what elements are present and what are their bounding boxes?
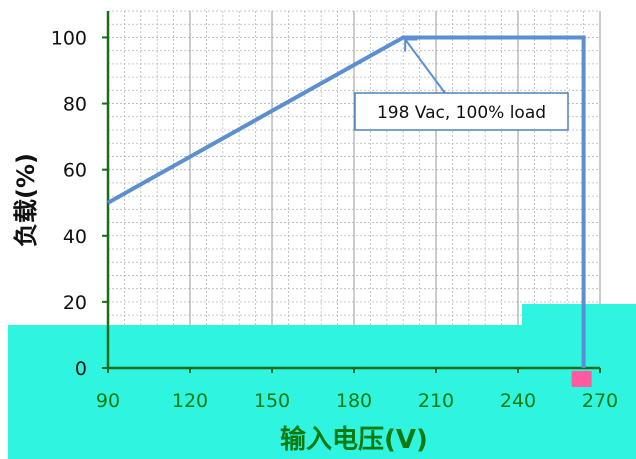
x-tick-label: 210 bbox=[418, 390, 454, 412]
y-axis-label: 负载(%) bbox=[12, 153, 40, 247]
y-tick-label: 20 bbox=[63, 292, 87, 314]
y-tick-label: 100 bbox=[51, 27, 87, 49]
axes bbox=[102, 11, 601, 373]
y-tick-label: 60 bbox=[63, 160, 87, 182]
annotation-arrow bbox=[404, 38, 446, 94]
x-tick-label: 180 bbox=[336, 390, 372, 412]
x-tick-label: 240 bbox=[500, 390, 536, 412]
tick-labels: 0 20 40 60 80 100 90 120 150 180 210 240 270 bbox=[51, 27, 618, 412]
series-line bbox=[107, 35, 586, 368]
y-tick-label: 80 bbox=[63, 94, 87, 116]
x-tick-label: 270 bbox=[582, 390, 618, 412]
x-tick-label: 150 bbox=[254, 390, 290, 412]
annotation-box bbox=[354, 92, 569, 131]
end-marker bbox=[571, 371, 592, 387]
x-axis-label: 输入电压(V) bbox=[280, 424, 428, 455]
overlay-band bbox=[522, 304, 636, 326]
x-tick-label: 90 bbox=[96, 390, 120, 412]
highlight-overlay bbox=[8, 304, 636, 459]
x-tick-label: 120 bbox=[172, 390, 208, 412]
y-tick-label: 0 bbox=[75, 358, 87, 380]
series bbox=[107, 35, 592, 387]
overlay-band bbox=[8, 325, 636, 459]
annotation-text: 198 Vac, 100% load bbox=[377, 103, 546, 123]
annotation: 198 Vac, 100% load bbox=[354, 38, 569, 131]
y-tick-label: 40 bbox=[63, 226, 87, 248]
annotation-arrowhead bbox=[404, 38, 418, 52]
